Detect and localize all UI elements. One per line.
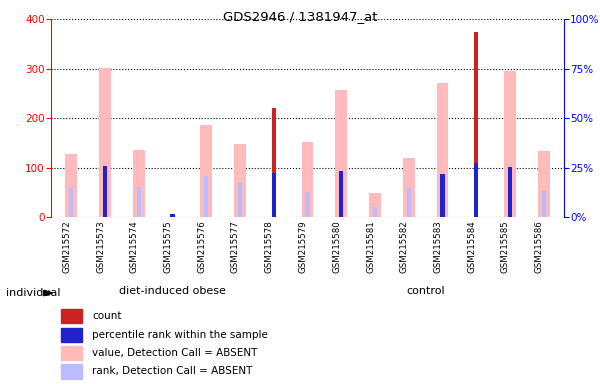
Text: GSM215574: GSM215574: [130, 220, 139, 273]
Bar: [474, 31, 478, 217]
Bar: [542, 191, 546, 217]
Text: GSM215578: GSM215578: [265, 220, 274, 273]
Bar: [103, 166, 107, 217]
Text: GSM215573: GSM215573: [96, 220, 105, 273]
Bar: [204, 176, 208, 217]
Bar: [474, 162, 478, 217]
Text: individual: individual: [6, 288, 61, 298]
Bar: [272, 174, 276, 217]
Bar: [339, 174, 343, 217]
Bar: [305, 192, 310, 217]
Text: rank, Detection Call = ABSENT: rank, Detection Call = ABSENT: [92, 366, 253, 376]
Bar: [302, 142, 313, 217]
Bar: [103, 188, 107, 217]
Bar: [538, 151, 550, 217]
Bar: [61, 309, 82, 323]
Bar: [440, 174, 445, 217]
Text: GSM215576: GSM215576: [197, 220, 206, 273]
Bar: [508, 190, 512, 217]
Bar: [335, 90, 347, 217]
Bar: [200, 124, 212, 217]
Text: percentile rank within the sample: percentile rank within the sample: [92, 330, 268, 340]
Bar: [238, 183, 242, 217]
Text: GSM215583: GSM215583: [433, 220, 443, 273]
Bar: [369, 193, 381, 217]
Text: GSM215575: GSM215575: [163, 220, 173, 273]
Bar: [437, 83, 448, 217]
Text: GSM215582: GSM215582: [400, 220, 409, 273]
Bar: [339, 172, 343, 217]
Bar: [99, 68, 111, 217]
Bar: [508, 167, 512, 217]
Bar: [373, 207, 377, 217]
Text: GSM215579: GSM215579: [299, 220, 308, 273]
Bar: [403, 158, 415, 217]
Bar: [61, 328, 82, 342]
Bar: [133, 150, 145, 217]
Bar: [65, 154, 77, 217]
Text: count: count: [92, 311, 122, 321]
Polygon shape: [44, 290, 52, 296]
Text: GSM215581: GSM215581: [366, 220, 375, 273]
Bar: [234, 144, 246, 217]
Text: GSM215572: GSM215572: [62, 220, 71, 273]
Text: diet-induced obese: diet-induced obese: [119, 286, 226, 296]
Text: GSM215585: GSM215585: [501, 220, 510, 273]
Text: GDS2946 / 1381947_at: GDS2946 / 1381947_at: [223, 10, 377, 23]
Text: control: control: [406, 286, 445, 296]
Text: GSM215577: GSM215577: [231, 220, 240, 273]
Bar: [69, 188, 73, 217]
Bar: [137, 187, 141, 217]
Text: GSM215580: GSM215580: [332, 220, 341, 273]
Bar: [61, 346, 82, 361]
Text: value, Detection Call = ABSENT: value, Detection Call = ABSENT: [92, 348, 257, 358]
Bar: [504, 71, 516, 217]
Text: GSM215584: GSM215584: [467, 220, 476, 273]
Bar: [407, 188, 411, 217]
Bar: [272, 108, 276, 217]
Bar: [61, 364, 82, 379]
Text: GSM215586: GSM215586: [535, 220, 544, 273]
Bar: [170, 215, 175, 217]
Bar: [440, 176, 445, 217]
